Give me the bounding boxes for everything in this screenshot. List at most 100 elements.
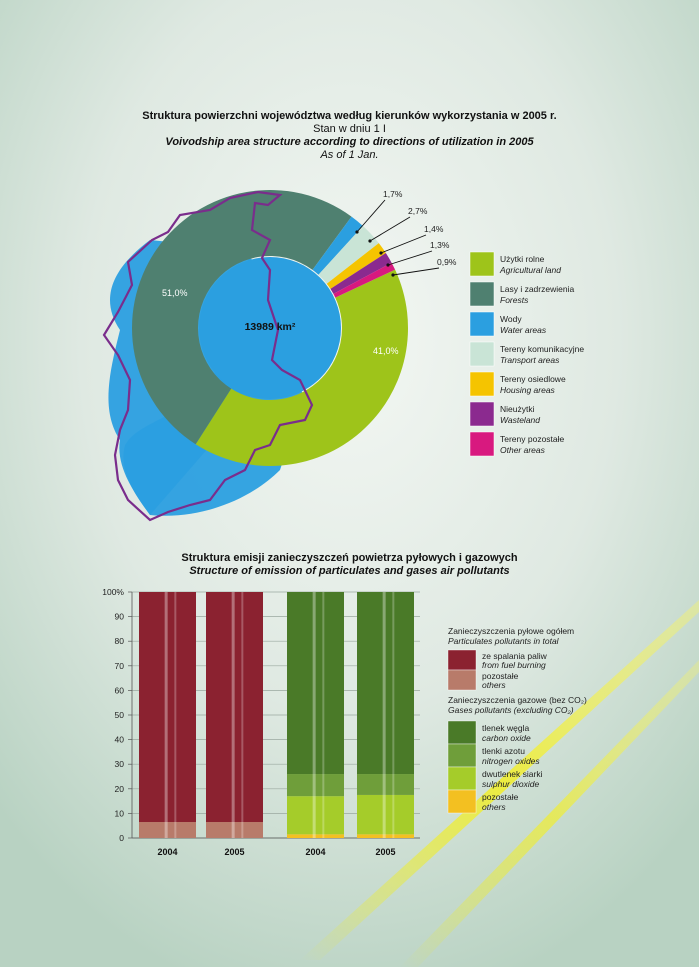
value-label-other: 0,9% <box>437 257 457 267</box>
legend-label-pl: pozostałe <box>482 671 519 681</box>
y-tick-label: 20 <box>115 784 125 794</box>
bar-highlight <box>174 592 177 838</box>
center-area-label: 13989 km² <box>245 321 296 333</box>
legend-label-en: Agricultural land <box>499 265 561 275</box>
legend-label-pl: pozostałe <box>482 792 519 802</box>
callout-arrowhead-transport <box>368 239 372 243</box>
y-tick-label: 90 <box>115 612 125 622</box>
chart1-subtitle-pl: Stan w dniu 1 I <box>313 123 386 135</box>
chart2-title: Struktura emisji zanieczyszczeń powietrz… <box>0 552 699 578</box>
legend-label-pl: dwutlenek siarki <box>482 769 543 779</box>
chart1-title-pl: Struktura powierzchni województwa według… <box>142 110 557 122</box>
callout-arrowhead-wasteland <box>386 263 390 267</box>
y-tick-label: 30 <box>115 759 125 769</box>
legend-swatch-dust_other <box>447 669 477 691</box>
bar-segment <box>139 592 196 823</box>
x-category-label: 2005 <box>224 847 244 857</box>
donut-slice-transport <box>318 225 379 284</box>
legend-label-pl: Użytki rolne <box>500 254 545 264</box>
bar-segment <box>287 774 344 797</box>
legend-label-en: from fuel burning <box>482 660 546 670</box>
callout-arrowhead-housing <box>379 251 383 255</box>
legend-dust-heading-en: Particulates pollutants in total <box>448 636 560 646</box>
emission-structure-chart: 0 10 20 30 40 50 60 70 80 90 100% 2004 2005 2004 2005 Z… <box>102 587 587 857</box>
y-tick-label: 100% <box>102 587 124 597</box>
legend-swatch-gas_other <box>447 789 477 814</box>
chart1-subtitle-en: As of 1 Jan. <box>320 149 379 161</box>
legend-label-en: Forests <box>500 295 529 305</box>
bar-segment <box>206 592 263 823</box>
value-label-transport: 2,7% <box>408 206 428 216</box>
legend-label-en: sulphur dioxide <box>482 779 539 789</box>
donut-slice-housing <box>326 243 386 289</box>
legend-swatch-water <box>469 311 495 337</box>
y-tick-label: 10 <box>115 808 125 818</box>
chart1-title-en: Voivodship area structure according to d… <box>165 136 534 148</box>
legend-label-pl: Tereny pozostałe <box>500 434 565 444</box>
legend-label-en: carbon oxide <box>482 733 531 743</box>
legend-label-en: Housing areas <box>500 385 556 395</box>
chart2-title-pl: Struktura emisji zanieczyszczeń powietrz… <box>181 552 518 564</box>
donut-slice-other <box>333 262 396 298</box>
x-category-label: 2004 <box>305 847 325 857</box>
callout-line-housing <box>380 234 427 254</box>
legend-label-en: Wasteland <box>500 415 540 425</box>
bar-segment <box>357 834 414 838</box>
legend-swatch-agricultural <box>469 251 495 277</box>
legend-label-en: others <box>482 680 506 690</box>
y-tick-label: 80 <box>115 636 125 646</box>
callout-arrowhead-other <box>391 273 395 277</box>
value-label-wasteland: 1,3% <box>430 240 450 250</box>
legend-gas-heading-pl: Zanieczyszczenia gazowe (bez CO₂) <box>448 695 587 705</box>
legend-label-en: nitrogen oxides <box>482 756 540 766</box>
value-label-forests: 51,0% <box>162 288 188 298</box>
bar-segment <box>287 796 344 835</box>
bar-highlight <box>392 592 395 838</box>
value-label-housing: 1,4% <box>424 224 444 234</box>
bar-segment <box>357 592 414 775</box>
donut-slice-water <box>312 216 363 275</box>
x-category-label: 2004 <box>157 847 177 857</box>
legend-label-pl: Tereny osiedlowe <box>500 374 566 384</box>
y-tick-label: 70 <box>115 661 125 671</box>
legend-swatch-forests <box>469 281 495 307</box>
bar-segment <box>287 592 344 775</box>
value-label-agricultural: 41,0% <box>373 346 399 356</box>
chart1-title: Struktura powierzchni województwa według… <box>0 110 699 162</box>
y-tick-label: 40 <box>115 735 125 745</box>
area-structure-chart: 41,0% 51,0% 13989 km² 1,7% 2,7% 1,4% 1,3% 0,9% U… <box>102 189 584 522</box>
legend-label-en: Transport areas <box>500 355 560 365</box>
legend-gas-heading-en: Gases pollutants (excluding CO₂) <box>448 705 574 715</box>
value-label-water: 1,7% <box>383 189 403 199</box>
donut-slice-forests <box>132 190 352 445</box>
legend-swatch-fuel <box>447 649 477 671</box>
legend-label-pl: Wody <box>500 314 522 324</box>
bar-highlight <box>382 592 386 838</box>
bar-segment <box>139 822 196 838</box>
y-tick-label: 0 <box>119 833 124 843</box>
y-tick-label: 50 <box>115 710 125 720</box>
bar-highlight <box>164 592 168 838</box>
bar-segment <box>206 822 263 838</box>
callout-line-transport <box>369 216 411 242</box>
callout-line-wasteland <box>387 250 433 266</box>
legend-swatch-housing <box>469 371 495 397</box>
legend-swatch-so2 <box>447 766 477 791</box>
donut-slice-wasteland <box>330 253 392 294</box>
chart2-title-en: Structure of emission of particulates an… <box>189 565 510 577</box>
bar-highlight <box>312 592 316 838</box>
bar-segment <box>287 834 344 838</box>
legend-swatch-nox <box>447 743 477 768</box>
x-category-label: 2005 <box>375 847 395 857</box>
legend-label-pl: Lasy i zadrzewienia <box>500 284 574 294</box>
bar-highlight <box>241 592 244 838</box>
legend-swatch-transport <box>469 341 495 367</box>
bar-highlight <box>322 592 325 838</box>
legend-label-en: Water areas <box>500 325 547 335</box>
callout-line-water <box>356 199 386 233</box>
donut-slice-agricultural <box>195 269 408 466</box>
legend-swatch-co <box>447 720 477 745</box>
legend-label-en: Other areas <box>500 445 546 455</box>
bar-segment <box>357 794 414 835</box>
